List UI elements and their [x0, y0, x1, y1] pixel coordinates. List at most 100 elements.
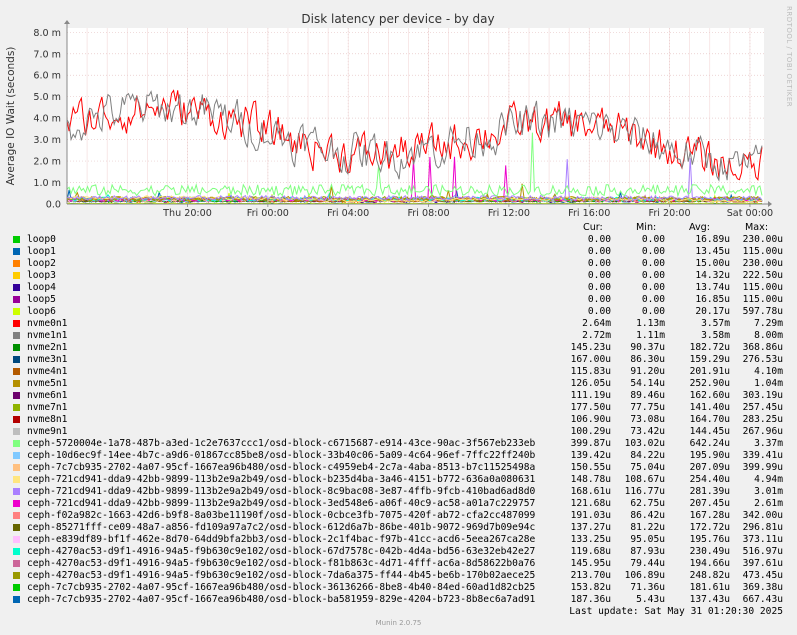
legend-value-min: 0.00: [641, 282, 665, 293]
legend-value-max: 303.19u: [742, 390, 783, 401]
legend-value-avg: 281.39u: [689, 486, 730, 497]
legend-value-cur: 0.00: [587, 234, 611, 245]
legend-swatch: [13, 272, 20, 279]
legend-row: ceph-721cd941-dda9-42bb-9899-113b2e9a2b4…: [0, 498, 797, 510]
y-tick-label: 0.0: [46, 200, 61, 211]
legend-swatch: [13, 392, 20, 399]
legend-value-cur: 177.50u: [570, 402, 611, 413]
legend-value-avg: 201.91u: [689, 366, 730, 377]
legend-value-max: 115.00u: [742, 294, 783, 305]
legend-series-name: nvme6n1: [27, 390, 68, 401]
legend-swatch: [13, 248, 20, 255]
legend-header-cur: Cur:: [583, 222, 603, 233]
legend-value-min: 1.11m: [636, 330, 665, 341]
grid-lines: [66, 28, 764, 205]
legend-value-cur: 148.78u: [570, 474, 611, 485]
legend-value-avg: 144.45u: [689, 426, 730, 437]
y-tick-label: 5.0 m: [33, 92, 61, 103]
y-tick-label: 8.0 m: [33, 28, 61, 39]
legend-value-cur: 111.19u: [570, 390, 611, 401]
y-axis-arrow: [64, 20, 70, 24]
legend-value-max: 399.99u: [742, 462, 783, 473]
legend-row: loop5 0.00 0.00 16.85u 115.00u: [0, 294, 797, 306]
legend-row: loop4 0.00 0.00 13.74u 115.00u: [0, 282, 797, 294]
legend-series-name: loop4: [27, 282, 56, 293]
legend-value-avg: 13.45u: [695, 246, 730, 257]
legend-swatch: [13, 524, 20, 531]
legend-row: ceph-4270ac53-d9f1-4916-94a5-f9b630c9e10…: [0, 546, 797, 558]
series-line: [66, 90, 763, 182]
legend-value-max: 230.00u: [742, 258, 783, 269]
legend-value-min: 95.05u: [630, 534, 665, 545]
legend-series-name: nvme7n1: [27, 402, 68, 413]
legend-value-avg: 207.45u: [689, 498, 730, 509]
legend-value-max: 257.45u: [742, 402, 783, 413]
legend-series-name: nvme8n1: [27, 414, 68, 425]
legend-value-min: 116.77u: [624, 486, 665, 497]
legend-series-name: ceph-4270ac53-d9f1-4916-94a5-f9b630c9e10…: [27, 558, 536, 569]
legend-value-max: 516.97u: [742, 546, 783, 557]
legend-value-min: 90.37u: [630, 342, 665, 353]
legend-row: nvme4n1 115.83u 91.20u 201.91u 4.10m: [0, 366, 797, 378]
legend-series-name: ceph-721cd941-dda9-42bb-9899-113b2e9a2b4…: [27, 498, 536, 509]
legend-value-max: 115.00u: [742, 282, 783, 293]
legend-value-cur: 168.61u: [570, 486, 611, 497]
legend-value-cur: 119.68u: [570, 546, 611, 557]
legend-swatch: [13, 368, 20, 375]
y-tick-label: 7.0 m: [33, 49, 61, 60]
legend-value-cur: 150.55u: [570, 462, 611, 473]
legend-value-avg: 195.76u: [689, 534, 730, 545]
legend-value-avg: 159.29u: [689, 354, 730, 365]
legend-value-avg: 252.90u: [689, 378, 730, 389]
legend-value-cur: 167.00u: [570, 354, 611, 365]
legend-value-min: 62.75u: [630, 498, 665, 509]
legend-value-cur: 0.00: [587, 294, 611, 305]
legend-series-name: ceph-4270ac53-d9f1-4916-94a5-f9b630c9e10…: [27, 570, 536, 581]
legend-value-min: 89.46u: [630, 390, 665, 401]
legend-swatch: [13, 308, 20, 315]
legend-value-min: 0.00: [641, 306, 665, 317]
legend-row: nvme3n1 167.00u 86.30u 159.29u 276.53u: [0, 354, 797, 366]
legend-series-name: ceph-4270ac53-d9f1-4916-94a5-f9b630c9e10…: [27, 546, 536, 557]
legend-series-name: loop1: [27, 246, 56, 257]
y-tick-label: 2.0 m: [33, 157, 61, 168]
y-tick-label: 3.0 m: [33, 135, 61, 146]
legend-swatch: [13, 404, 20, 411]
y-axis-label: Average IO Wait (seconds): [5, 47, 17, 186]
legend-swatch: [13, 344, 20, 351]
legend-value-cur: 100.29u: [570, 426, 611, 437]
legend-value-cur: 0.00: [587, 270, 611, 281]
y-tick-label: 6.0 m: [33, 71, 61, 82]
legend-series-name: nvme5n1: [27, 378, 68, 389]
legend-series-name: nvme3n1: [27, 354, 68, 365]
legend-value-max: 4.94m: [754, 474, 783, 485]
legend-swatch: [13, 284, 20, 291]
legend-series-name: nvme2n1: [27, 342, 68, 353]
legend-value-min: 0.00: [641, 258, 665, 269]
legend-value-max: 296.81u: [742, 522, 783, 533]
legend-series-name: nvme9n1: [27, 426, 68, 437]
legend-value-min: 0.00: [641, 246, 665, 257]
legend-series-name: ceph-e839df89-bf1f-462e-8d70-64dd9bfa2bb…: [27, 534, 536, 545]
legend-value-min: 103.02u: [624, 438, 665, 449]
legend-value-avg: 13.74u: [695, 282, 730, 293]
legend-value-cur: 139.42u: [570, 450, 611, 461]
legend-row: ceph-721cd941-dda9-42bb-9899-113b2e9a2b4…: [0, 474, 797, 486]
legend-value-min: 77.75u: [630, 402, 665, 413]
legend-row: ceph-4270ac53-d9f1-4916-94a5-f9b630c9e10…: [0, 558, 797, 570]
legend-value-cur: 153.82u: [570, 582, 611, 593]
legend-value-cur: 145.95u: [570, 558, 611, 569]
legend-series-name: ceph-10d6ec9f-14ee-4b7c-a9d6-01867cc85be…: [27, 450, 536, 461]
legend-series-name: loop5: [27, 294, 56, 305]
legend-value-min: 73.42u: [630, 426, 665, 437]
legend-row: ceph-10d6ec9f-14ee-4b7c-a9d6-01867cc85be…: [0, 450, 797, 462]
legend-value-avg: 164.70u: [689, 414, 730, 425]
legend-row: ceph-e839df89-bf1f-462e-8d70-64dd9bfa2bb…: [0, 534, 797, 546]
legend-value-cur: 126.05u: [570, 378, 611, 389]
legend-row: nvme6n1 111.19u 89.46u 162.60u 303.19u: [0, 390, 797, 402]
x-tick-label: Fri 04:00: [327, 208, 369, 219]
x-tick-label: Fri 16:00: [568, 208, 610, 219]
legend-row: ceph-7c7cb935-2702-4a07-95cf-1667ea96b48…: [0, 594, 797, 606]
legend-swatch: [13, 500, 20, 507]
legend-value-max: 597.78u: [742, 306, 783, 317]
